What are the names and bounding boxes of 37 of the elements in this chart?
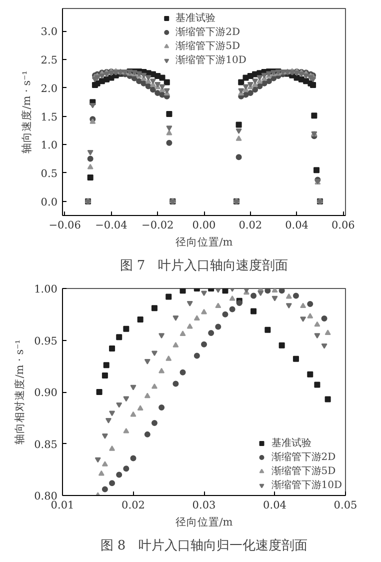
y-axis-title: 轴向速度/m · s⁻¹ <box>20 70 33 154</box>
x-axis-title: 径向位置/m <box>175 516 233 528</box>
y-tick-label: 0.90 <box>34 387 58 399</box>
legend-label: 渐缩管下游5D <box>271 464 336 478</box>
legend-label: 渐缩管下游2D <box>271 450 336 464</box>
x-tick-label: −0.06 <box>48 220 82 232</box>
y-tick-label: 1.00 <box>34 284 58 296</box>
x-tick-label: 0.04 <box>285 220 309 232</box>
y-tick-label: 3.0 <box>40 26 58 38</box>
text: 图 7 叶片入口轴向速度剖面 <box>120 258 288 274</box>
text: 图 8 叶片入口轴向归一化速度剖面 <box>100 538 308 554</box>
y-tick-label: 0.5 <box>40 168 58 180</box>
legend-label: 渐缩管下游2D <box>176 26 240 39</box>
legend-label: 基准试验 <box>176 12 216 25</box>
x-tick-label: 0.03 <box>192 500 216 512</box>
x-tick-label: −0.04 <box>95 220 128 232</box>
y-axis-title: 轴向相对速度/m · s⁻¹ <box>13 340 26 444</box>
x-tick-label: 0.05 <box>334 500 358 512</box>
x-tick-label: 0.04 <box>263 500 287 512</box>
y-tick-label: 0.85 <box>34 438 58 451</box>
x-axis-title: 径向位置/m <box>175 236 233 248</box>
x-tick-label: 0.06 <box>331 220 356 232</box>
legend-label: 渐缩管下游5D <box>176 40 240 53</box>
y-tick-label: 1.5 <box>40 111 58 124</box>
y-tick-label: 0.95 <box>34 335 58 348</box>
y-tick-label: 0.0 <box>40 196 58 208</box>
x-tick-label: 0.00 <box>192 220 216 232</box>
y-tick-label: 1.0 <box>40 140 58 152</box>
legend-label: 基准试验 <box>271 436 312 450</box>
x-tick-label: 0.02 <box>238 220 262 232</box>
x-tick-label: −0.02 <box>142 220 174 232</box>
x-tick-label: 0.02 <box>122 500 145 512</box>
y-tick-label: 2.5 <box>40 54 58 67</box>
legend-label: 渐缩管下游10D <box>176 54 246 67</box>
y-tick-label: 2.0 <box>40 82 58 95</box>
legend-label: 渐缩管下游10D <box>271 478 342 492</box>
x-tick-label: 0.01 <box>50 500 74 512</box>
